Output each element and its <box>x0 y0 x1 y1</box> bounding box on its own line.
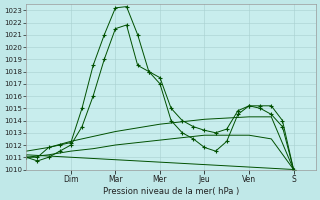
X-axis label: Pression niveau de la mer( hPa ): Pression niveau de la mer( hPa ) <box>103 187 239 196</box>
